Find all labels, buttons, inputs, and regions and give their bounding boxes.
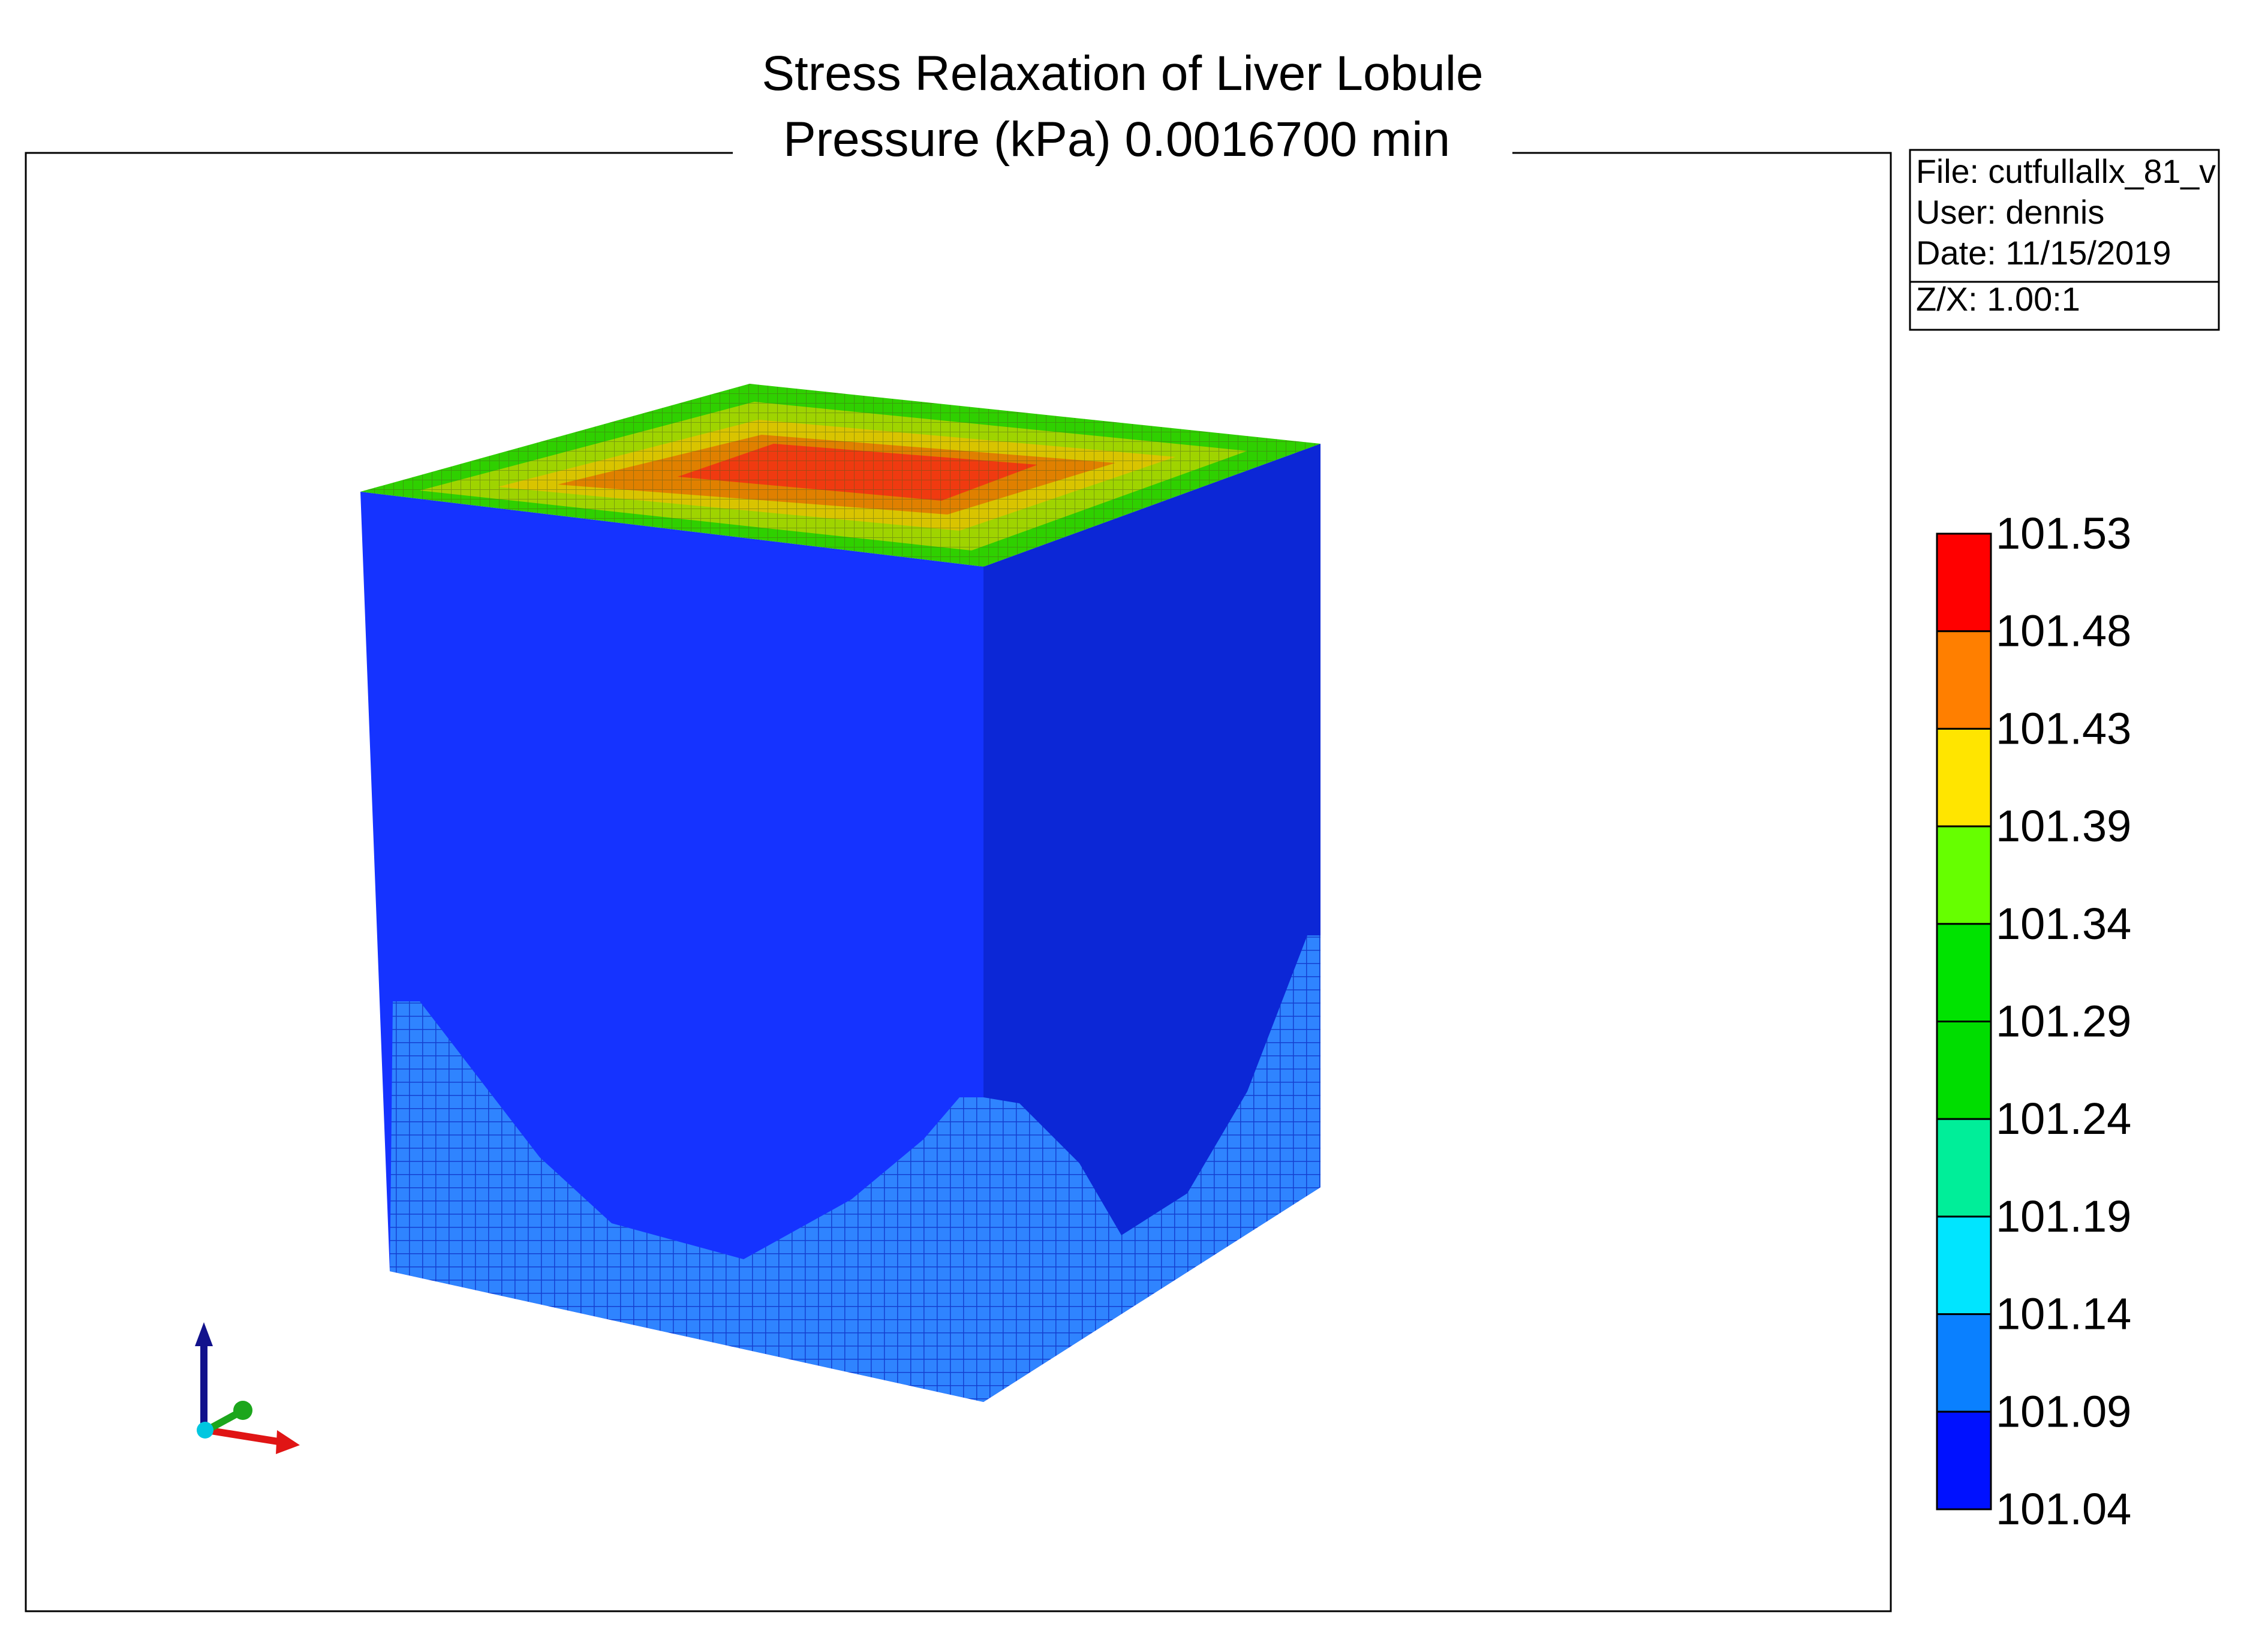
legend-label: 101.39 (1996, 801, 2131, 851)
legend-label: 101.24 (1996, 1094, 2131, 1144)
chart-title: Stress Relaxation of Liver Lobule (762, 46, 1483, 101)
z-axis-arrowhead (195, 1322, 213, 1346)
legend-label: 101.09 (1996, 1386, 2131, 1436)
info-date: Date: 11/15/2019 (1916, 234, 2171, 272)
legend-labels: 101.53 101.48 101.43 101.39 101.34 101.29 101.… (1996, 508, 2131, 1534)
legend-band (1936, 1021, 1992, 1120)
y-axis-arrowhead (233, 1401, 252, 1420)
legend-label: 101.19 (1996, 1191, 2131, 1241)
legend-label: 101.04 (1996, 1484, 2131, 1534)
chart-subtitle: Pressure (kPa) 0.0016700 min (783, 112, 1450, 167)
axes-triad (195, 1322, 300, 1454)
title-background (733, 37, 1512, 172)
legend-label: 101.43 (1996, 703, 2131, 753)
legend-label: 101.29 (1996, 997, 2131, 1046)
legend-band (1936, 532, 1992, 633)
legend-band (1936, 1118, 1992, 1218)
x-axis-arrowhead (276, 1430, 300, 1454)
info-file: File: cutfullallx_81_v (1916, 152, 2216, 190)
legend-band (1936, 923, 1992, 1023)
lobule-cube-model (360, 384, 1320, 1402)
legend-label: 101.53 (1996, 508, 2131, 558)
color-legend: 101.53 101.48 101.43 101.39 101.34 101.29 101.… (1936, 508, 2131, 1534)
legend-bands (1936, 532, 1992, 1510)
legend-band (1936, 1313, 1992, 1413)
file-info-box: File: cutfullallx_81_v User: dennis Date… (1909, 149, 2220, 331)
info-scale: Z/X: 1.00:1 (1916, 280, 2080, 318)
legend-label: 101.34 (1996, 899, 2131, 949)
legend-label: 101.48 (1996, 606, 2131, 656)
legend-label: 101.14 (1996, 1289, 2131, 1339)
front-mesh-region (390, 1001, 983, 1402)
legend-band (1936, 1410, 1992, 1510)
legend-band (1936, 727, 1992, 827)
top-mesh-overlay (360, 384, 1320, 567)
legend-band (1936, 630, 1992, 730)
legend-band (1936, 1215, 1992, 1316)
right-mesh-region (983, 935, 1320, 1402)
triad-origin (197, 1422, 213, 1439)
legend-band (1936, 825, 1992, 925)
x-axis-arrow (206, 1427, 282, 1446)
info-user: User: dennis (1916, 193, 2104, 231)
